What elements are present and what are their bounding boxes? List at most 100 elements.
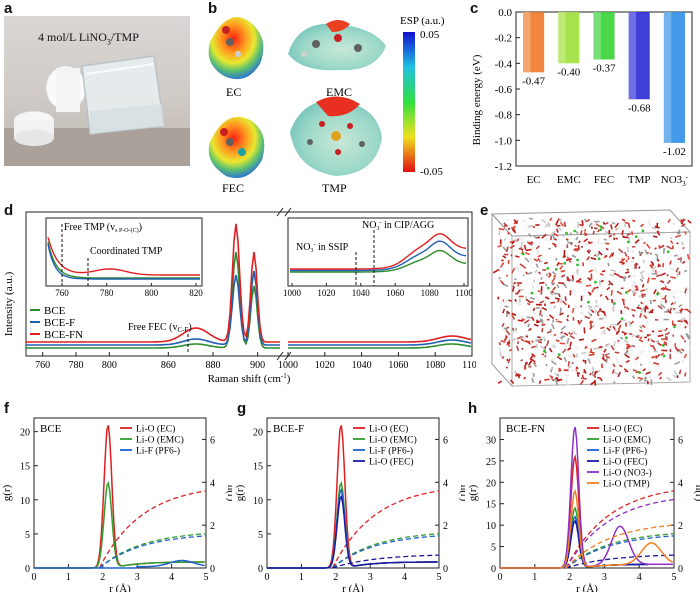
inset-left-series [47,244,200,280]
atom-bond [534,269,538,274]
y-tick-label: 25 [486,457,496,468]
atom-bond [613,380,616,384]
lithium-atom [666,250,670,254]
atom-bond [551,290,555,294]
atom-bond [531,283,535,289]
atom-bond [554,318,560,323]
lithium-atom [613,302,616,305]
atom-bond [596,308,602,314]
atom-bond [595,223,601,227]
atom-bond [556,320,563,324]
atom-bond [666,273,669,277]
atom-bond [629,332,633,336]
atom-bond [560,274,566,278]
atom-bond [614,323,618,326]
atom-bond [505,366,509,369]
atom-bond [667,310,672,314]
atom-bond [648,375,652,380]
rdf-series-1 [500,506,673,569]
atom-bond [583,238,589,243]
lithium-atom [599,225,603,229]
atom-bond [549,328,553,332]
atom-bond [656,258,660,262]
atom-bond [672,374,677,379]
atom-bond [624,221,629,224]
atom-bond [656,230,660,233]
inset-left-tick-label: 800 [145,288,159,298]
atom-bond [571,308,575,314]
atom-bond [680,334,685,340]
atom-bond [681,348,685,352]
atom-bond [600,326,605,330]
atom-bond [561,348,567,354]
atom-bond [603,315,608,319]
atom-bond [598,348,603,351]
atom-bond [590,309,595,314]
atom-bond [555,379,558,385]
atom-bond [600,363,604,369]
atom-bond [513,370,517,374]
atom-bond [563,356,568,363]
atom-bond [498,346,502,353]
atom-bond [506,310,511,315]
atom-bond [507,358,511,364]
atom-bond [506,218,510,222]
atom-bond [574,346,578,349]
atom-bond [519,263,525,268]
atom-bond [575,236,579,241]
y-tick-label: 15 [486,500,496,511]
atom-bond [541,220,544,223]
atom-bond [626,246,630,253]
atom-bond [538,340,542,344]
atom-bond [584,242,590,247]
atom-bond [612,340,616,346]
atom-bond [596,369,601,375]
atom-bond [498,230,501,236]
rdf-legend-label: Li-O (EC) [369,424,408,435]
atom-bond [667,218,671,223]
atom-bond [535,245,541,250]
raman-xlabel: Raman shift (cm-1) [208,372,291,385]
y-tick-label: 0.0 [498,7,512,19]
rdf-series-1 [34,480,205,569]
atom-bond [660,295,664,299]
raman-series-BCE-F-right [288,339,472,346]
rdf-y2label: n(r) [693,485,700,502]
atom-bond [660,352,665,357]
y2-tick-label: 6 [210,435,215,446]
atom-bond [533,323,539,327]
atom-bond [654,253,658,256]
atom-bond [523,376,527,380]
atom-bond [660,303,666,309]
atom-bond [674,254,678,257]
atom-bond [569,335,576,340]
atom-bond [512,285,516,289]
atom-bond [548,272,552,276]
x-tick-label: 2 [567,572,572,583]
atom-bond [674,346,679,352]
y-tick-label: 20 [253,428,263,439]
y-tick-label: 10 [486,521,496,532]
x-tick-label: 1 [532,572,537,583]
atom-bond [502,308,506,314]
atom-bond [619,336,624,340]
x-tick-label: 760 [35,360,50,371]
atom-bond [537,289,541,293]
rdf-xlabel: r (Å) [109,583,131,592]
atom-bond [518,236,524,242]
atom-bond [505,335,508,339]
inset-right-tick-label: 1060 [386,288,405,298]
lithium-atom [662,354,666,358]
atom-bond [656,340,660,343]
esp-min-label: -0.05 [420,166,443,178]
atom-bond [648,337,652,344]
atom-bond [556,284,560,289]
atom-bond [544,378,550,381]
atom-bond [670,276,677,279]
atom-bond [557,369,561,373]
atom-bond [591,324,595,329]
atom-bond [624,369,628,373]
y-tick-label: -1.0 [495,135,513,147]
atom-bond [547,222,551,227]
atom-bond [625,359,630,364]
